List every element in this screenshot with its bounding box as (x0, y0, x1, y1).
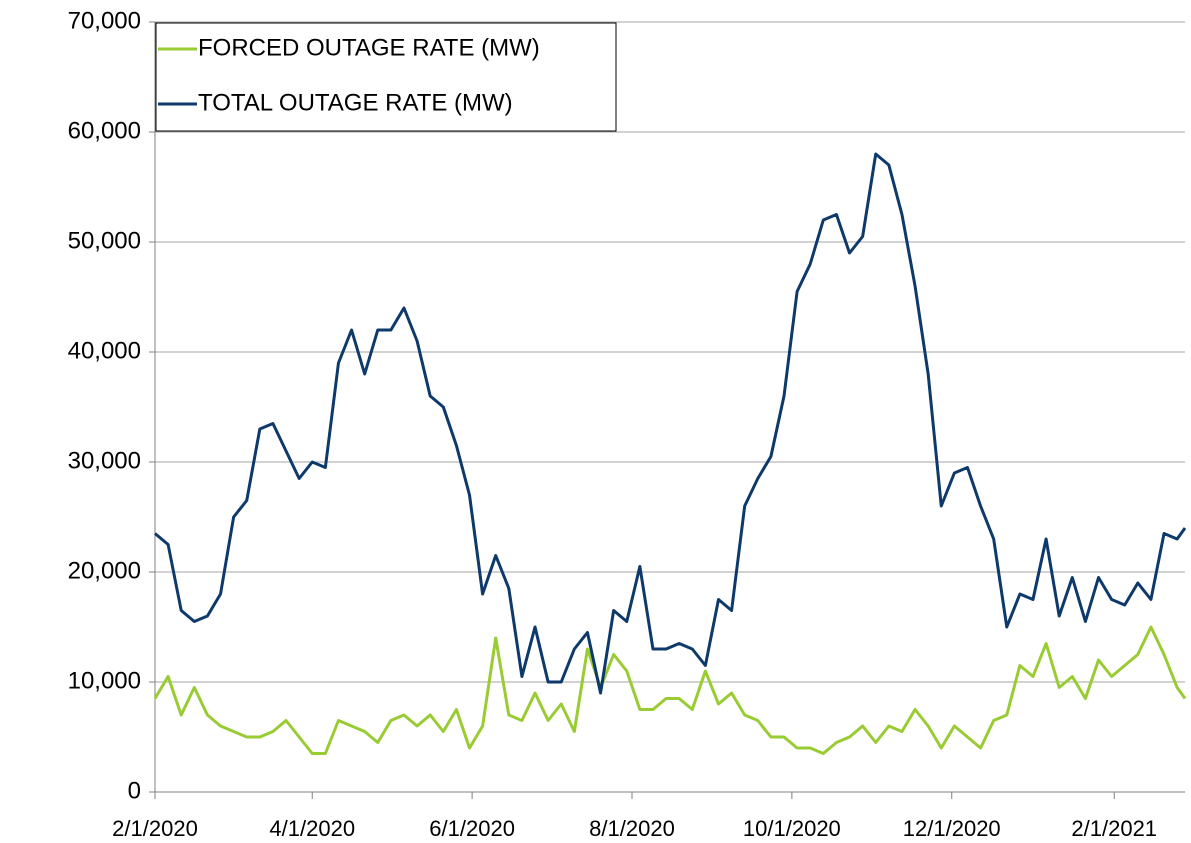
y-tick-label: 0 (128, 777, 141, 804)
x-tick-label: 6/1/2020 (429, 816, 515, 841)
legend-box (155, 22, 617, 132)
legend-label: FORCED OUTAGE RATE (MW) (198, 34, 540, 61)
x-tick-label: 4/1/2020 (269, 816, 355, 841)
y-tick-label: 10,000 (68, 667, 141, 694)
y-tick-label: 60,000 (68, 117, 141, 144)
y-tick-label: 40,000 (68, 337, 141, 364)
y-tick-label: 30,000 (68, 447, 141, 474)
y-tick-label: 20,000 (68, 557, 141, 584)
series-line (153, 625, 1187, 755)
x-tick-label: 2/1/2021 (1071, 816, 1157, 841)
y-tick-label: 50,000 (68, 227, 141, 254)
series-line (154, 152, 1187, 695)
legend-label: TOTAL OUTAGE RATE (MW) (198, 89, 513, 116)
x-tick-label: 2/1/2020 (112, 816, 198, 841)
x-tick-label: 12/1/2020 (903, 816, 1001, 841)
x-tick-label: 10/1/2020 (743, 816, 841, 841)
y-tick-label: 70,000 (68, 7, 141, 34)
x-tick-label: 8/1/2020 (589, 816, 675, 841)
